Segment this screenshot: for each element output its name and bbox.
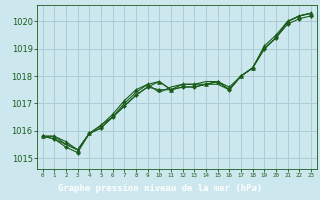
Text: Graphe pression niveau de la mer (hPa): Graphe pression niveau de la mer (hPa) — [58, 184, 262, 193]
